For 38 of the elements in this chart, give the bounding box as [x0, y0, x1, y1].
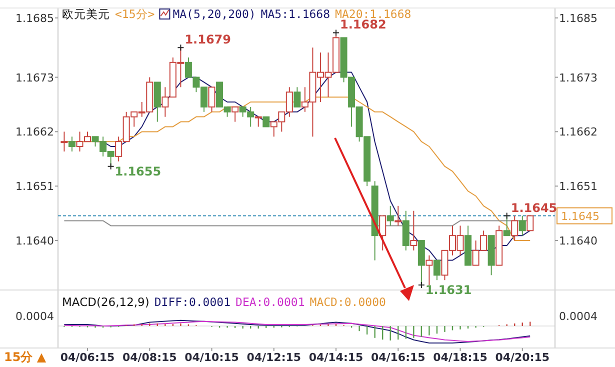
- marker-label: 1.1631: [418, 282, 472, 298]
- text: 15分 ▲: [4, 350, 47, 364]
- annotation: 1.1631: [425, 283, 472, 298]
- text: 0.0004: [16, 310, 54, 323]
- annotation: 1.1655: [114, 164, 162, 178]
- y-tick-label: 1.1685: [16, 12, 54, 25]
- y-tick-label: 1.1640: [16, 234, 54, 248]
- series-label: DEA:0.0001: [236, 295, 305, 309]
- x-tick-label: 04/08:15: [122, 351, 177, 364]
- x-tick-label: 04/12:15: [246, 351, 302, 364]
- y2-tick-label: 1.1685: [559, 12, 598, 25]
- y2-tick-label: 1.1673: [559, 71, 598, 84]
- x-tick-label: 04/16:15: [370, 351, 426, 364]
- x-tick-label: 04/20:15: [495, 351, 550, 364]
- marker-label: 1.1655: [107, 162, 162, 178]
- chart-title: 欧元美元: [62, 7, 110, 21]
- x-tick-label: 04/06:15: [60, 351, 115, 364]
- y-tick-label: 1.1662: [16, 126, 54, 139]
- y2-tick-label: 1.1662: [559, 126, 598, 139]
- marker-label: 1.1679: [177, 32, 231, 52]
- y-tick-label: 1.1651: [16, 180, 54, 194]
- annotation: 1.1679: [184, 32, 232, 47]
- x-tick-label: 04/10:15: [184, 351, 239, 364]
- y-tick-label: 1.1673: [16, 71, 54, 84]
- marker-label: 1.1645: [503, 200, 558, 220]
- series-label: DIFF:0.0001: [154, 295, 231, 309]
- text: MA5:1.1668: [260, 7, 330, 21]
- x-tick-label: 04/18:15: [433, 351, 488, 364]
- y2-tick-label: 1.1651: [559, 180, 598, 194]
- series-label: MACD:0.0000: [310, 295, 386, 309]
- chart-title: MACD(26,12,9): [62, 295, 150, 309]
- chart-subtitle: <15分>: [115, 7, 155, 21]
- y2-tick-label: 1.1640: [559, 234, 598, 248]
- annotation: 1.1645: [510, 200, 558, 215]
- ref-line-label: 1.1645: [561, 210, 600, 223]
- text: 0.0004: [559, 310, 598, 323]
- legend-title: MA(5,20,200): [172, 7, 256, 21]
- x-tick-label: 04/14:15: [308, 351, 364, 364]
